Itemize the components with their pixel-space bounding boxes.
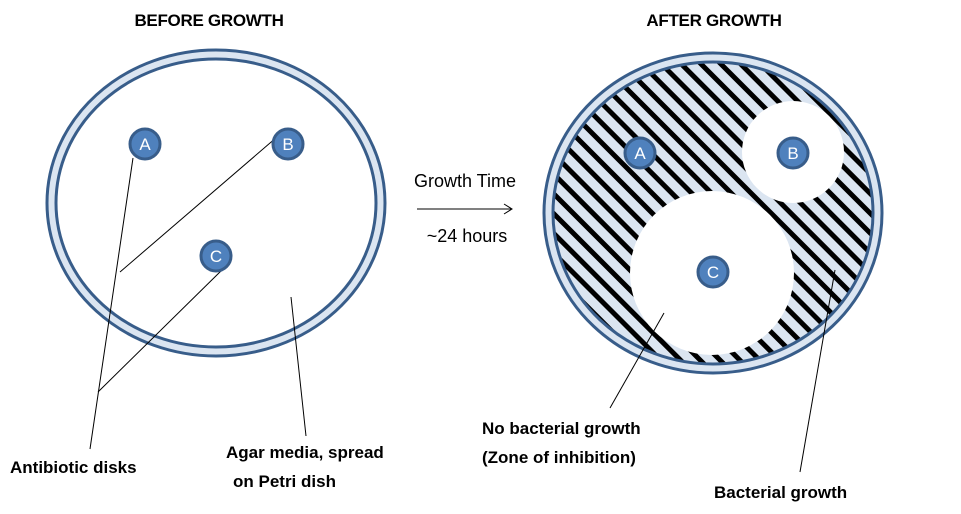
- before-disk-b-label: B: [282, 135, 293, 154]
- time-duration-label: ~24 hours: [427, 226, 508, 246]
- after-disk-c: C: [696, 255, 730, 289]
- before-agar-surface: [54, 57, 378, 349]
- bacterial-growth-label: Bacterial growth: [714, 483, 847, 502]
- leader-agar-label: [290, 296, 307, 437]
- after-disk-c-label: C: [707, 263, 719, 282]
- leader-antibiotic-to-disk-c: [97, 267, 225, 393]
- leader-bacterial-growth: [799, 269, 836, 473]
- leader-zone-of-inhibition: [609, 312, 665, 409]
- before-disk-c: C: [199, 239, 233, 273]
- after-disk-b: B: [776, 136, 810, 170]
- after-growth-title: AFTER GROWTH: [646, 11, 781, 30]
- after-disk-a: A: [623, 136, 657, 170]
- after-disk-b-label: B: [787, 144, 798, 163]
- before-petri-dish: [45, 48, 387, 358]
- after-petri-dish: [542, 51, 884, 375]
- before-disk-a-label: A: [139, 135, 151, 154]
- before-disk-b: B: [271, 127, 305, 161]
- agar-media-label-line1: Agar media, spread: [226, 443, 384, 462]
- after-disk-a-label: A: [634, 144, 646, 163]
- antibiotic-disks-label: Antibiotic disks: [10, 458, 137, 477]
- before-disk-a: A: [128, 127, 162, 161]
- leader-disk-b-into-agar: [119, 136, 278, 273]
- growth-arrow-icon: [417, 203, 513, 215]
- growth-time-label: Growth Time: [414, 171, 516, 191]
- no-bacterial-growth-label-line2: (Zone of inhibition): [482, 448, 636, 467]
- no-bacterial-growth-label-line1: No bacterial growth: [482, 419, 641, 438]
- before-growth-title: BEFORE GROWTH: [134, 11, 283, 30]
- before-disk-c-label: C: [210, 247, 222, 266]
- agar-media-label-line2: on Petri dish: [233, 472, 336, 491]
- leader-antibiotic-to-disk-a: [89, 157, 134, 450]
